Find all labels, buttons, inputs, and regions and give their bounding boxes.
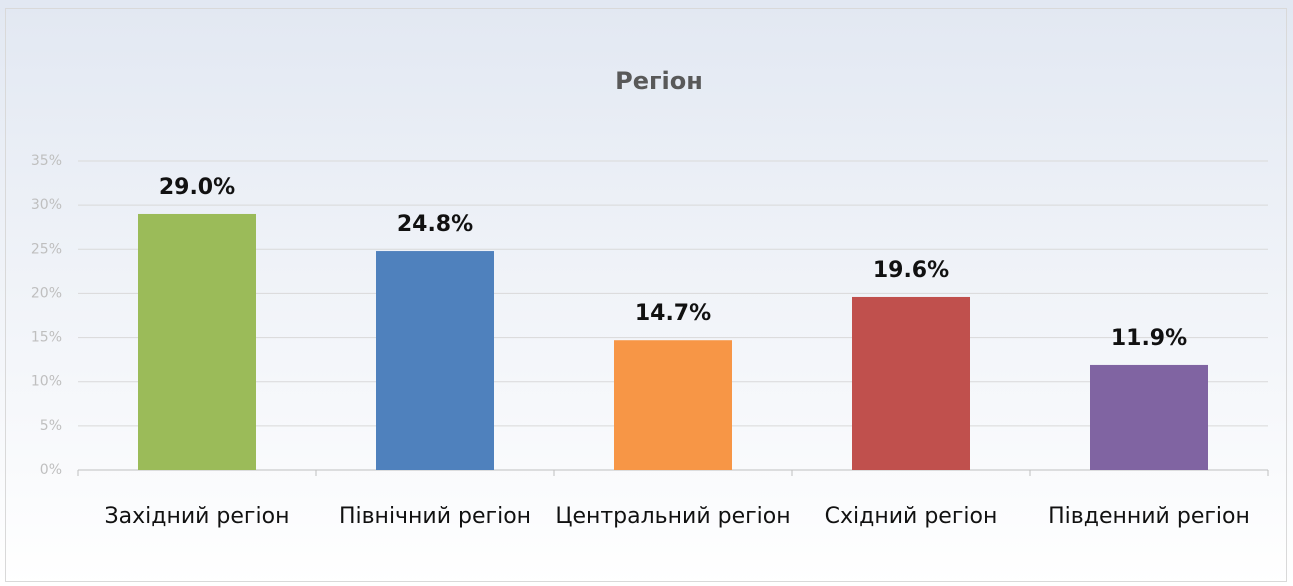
data-label: 14.7% xyxy=(635,301,711,326)
bar xyxy=(376,251,494,470)
y-tick-label: 30% xyxy=(31,197,62,213)
y-tick-label: 0% xyxy=(40,462,62,478)
data-label: 19.6% xyxy=(873,258,949,283)
x-tick-label: Південний регіон xyxy=(1048,504,1250,529)
y-tick-label: 20% xyxy=(31,285,62,301)
chart-frame xyxy=(5,8,1287,582)
y-tick-label: 15% xyxy=(31,330,62,346)
bar xyxy=(614,340,732,470)
data-label: 29.0% xyxy=(159,175,235,200)
x-tick-label: Північний регіон xyxy=(338,504,532,529)
y-tick-label: 10% xyxy=(31,374,62,390)
x-tick-label: Центральний регіон xyxy=(555,504,791,529)
y-tick-label: 25% xyxy=(31,241,62,257)
data-label: 24.8% xyxy=(397,212,473,237)
bar xyxy=(852,296,970,470)
x-tick-label: Західний регіон xyxy=(104,504,290,529)
y-tick-label: 35% xyxy=(31,153,62,169)
data-label: 11.9% xyxy=(1111,326,1187,351)
x-tick-label: Східний регіон xyxy=(824,504,998,529)
bar xyxy=(138,213,256,470)
y-tick-label: 5% xyxy=(40,418,62,434)
chart-title: Регіон xyxy=(615,67,703,95)
bar xyxy=(1090,364,1208,470)
